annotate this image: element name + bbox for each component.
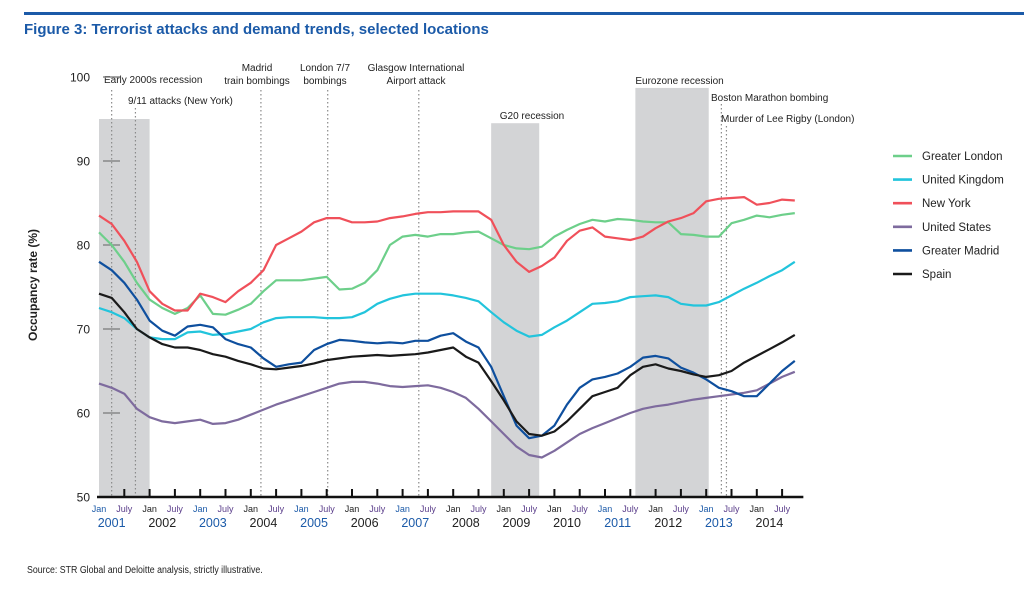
x-year-label: 2005	[300, 516, 328, 530]
series-line-united-kingdom	[98, 260, 796, 341]
x-month-label: July	[319, 504, 336, 514]
series-line-united-states	[98, 370, 796, 459]
x-month-label: Jan	[648, 504, 663, 514]
x-month-label: July	[673, 504, 690, 514]
shaded-period	[635, 87, 709, 498]
x-month-label: July	[116, 504, 133, 514]
x-month-label: July	[217, 504, 234, 514]
x-month-label: Jan	[750, 504, 765, 514]
series-line-greater-madrid	[98, 260, 796, 440]
legend-item-label: United States	[922, 222, 991, 234]
y-tick-label: 70	[77, 323, 91, 337]
x-month-label: Jan	[92, 504, 107, 514]
series-lines	[98, 196, 796, 459]
event-label: Early 2000s recession	[104, 75, 202, 86]
x-month-label: July	[420, 504, 437, 514]
x-month-label: July	[622, 504, 639, 514]
y-axis-label: Occupancy rate (%)	[26, 229, 40, 341]
event-label: Boston Marathon bombing	[711, 93, 828, 104]
x-month-label: July	[167, 504, 184, 514]
x-month-label: Jan	[345, 504, 360, 514]
x-year-label: 2006	[351, 516, 379, 530]
x-year-label: 2013	[705, 516, 733, 530]
x-month-label: Jan	[142, 504, 157, 514]
x-year-label: 2003	[199, 516, 227, 530]
x-month-label: Jan	[547, 504, 562, 514]
event-markers: Early 2000s recession 9/11 attacks (New Y…	[104, 63, 854, 497]
event-label: Madrid train bombings	[224, 63, 290, 87]
x-month-label: Jan	[294, 504, 309, 514]
y-tick-label: 50	[77, 491, 91, 505]
shaded-period-label: G20 recession	[500, 111, 564, 122]
header-rule	[24, 12, 1024, 15]
legend-item-label: Greater Madrid	[922, 245, 999, 257]
event-label: Murder of Lee Rigby (London)	[721, 114, 854, 125]
figure-title: Figure 3: Terrorist attacks and demand t…	[24, 21, 489, 38]
x-month-label: July	[268, 504, 285, 514]
y-tick-label: 80	[77, 239, 91, 253]
x-month-label: July	[774, 504, 791, 514]
x-year-label: 2001	[98, 516, 126, 530]
x-year-label: 2011	[604, 516, 631, 530]
x-year-label: 2009	[503, 516, 531, 530]
x-year-label: 2002	[148, 516, 176, 530]
x-month-label: July	[521, 504, 538, 514]
x-month-label: Jan	[193, 504, 208, 514]
shaded-period-label: Eurozone recession	[635, 76, 723, 87]
source-note: Source: STR Global and Deloitte analysis…	[27, 565, 263, 576]
legend-item-label: Spain	[922, 269, 951, 281]
x-month-label: Jan	[244, 504, 259, 514]
x-year-label: 2004	[250, 516, 278, 530]
shaded-period	[491, 123, 540, 497]
x-year-label: 2012	[654, 516, 682, 530]
x-month-label: Jan	[497, 504, 512, 514]
event-label: Glasgow International Airport attack	[368, 63, 465, 87]
legend: Greater London United Kingdom New York Unit…	[893, 151, 1004, 281]
axes: 50 60 70 80 90 100 Jan July 2001 Jan July 2002 Jan Ju…	[70, 71, 804, 530]
y-tick-label: 60	[77, 407, 91, 421]
x-year-label: 2008	[452, 516, 480, 530]
x-year-label: 2010	[553, 516, 581, 530]
x-month-label: Jan	[446, 504, 461, 514]
x-month-label: July	[723, 504, 740, 514]
x-month-label: Jan	[699, 504, 714, 514]
legend-item-label: United Kingdom	[922, 175, 1004, 187]
event-label: London 7/7 bombings	[300, 63, 350, 87]
event-label: 9/11 attacks (New York)	[128, 96, 233, 107]
series-line-greater-london	[98, 212, 795, 316]
y-tick-label: 100	[70, 71, 90, 85]
x-month-label: July	[470, 504, 487, 514]
y-tick-label: 90	[77, 155, 91, 169]
x-month-label: Jan	[395, 504, 410, 514]
x-month-label: Jan	[598, 504, 613, 514]
legend-item-label: New York	[922, 198, 971, 210]
x-year-label: 2014	[756, 516, 784, 530]
x-year-label: 2007	[401, 516, 429, 530]
x-month-label: July	[572, 504, 589, 514]
shaded-periods: G20 recession Eurozone recession	[99, 76, 724, 498]
x-month-label: July	[369, 504, 386, 514]
series-line-new-york	[98, 196, 795, 312]
series-line-spain	[98, 292, 796, 437]
legend-item-label: Greater London	[922, 151, 1003, 163]
